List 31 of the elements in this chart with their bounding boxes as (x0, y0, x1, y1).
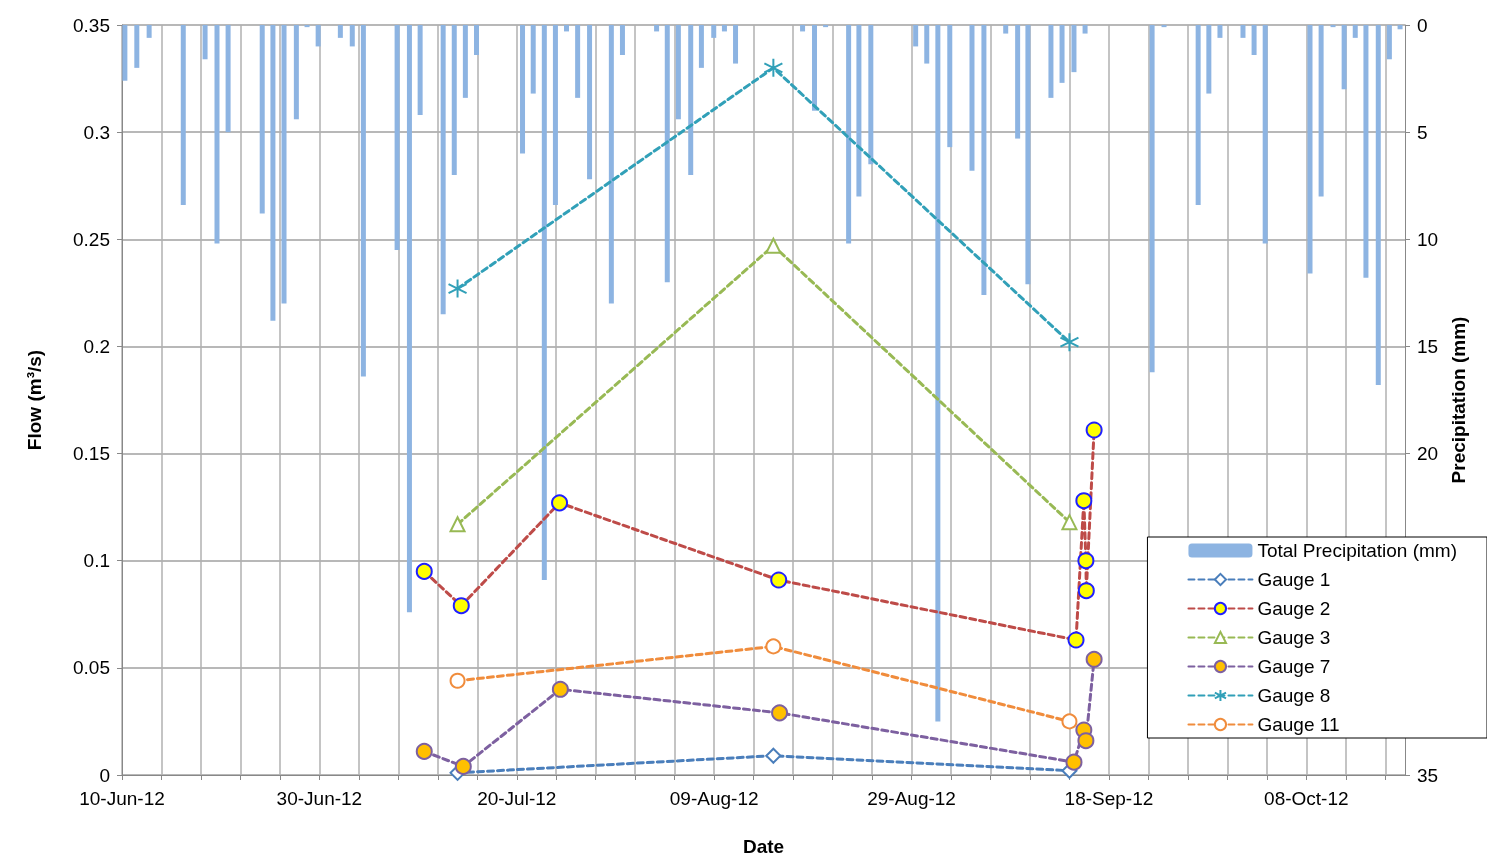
y2-tick-label: 15 (1417, 335, 1439, 357)
y-tick-label: 0 (99, 764, 110, 786)
y2-tick-label: 5 (1417, 121, 1428, 143)
x-tick-label: 08-Oct-12 (1264, 788, 1349, 809)
y-tick-label: 0.3 (83, 121, 110, 143)
y-tick-label: 0.25 (73, 228, 110, 250)
y2-tick-label: 20 (1417, 443, 1439, 465)
legend-label: Gauge 7 (1257, 656, 1331, 677)
legend-label: Gauge 11 (1257, 714, 1340, 735)
x-tick-label: 30-Jun-12 (276, 788, 363, 809)
y-axis-title: Flow (m³/s) (24, 349, 45, 451)
y-tick-label: 0.05 (73, 657, 110, 679)
y2-tick-label: 10 (1417, 228, 1439, 250)
x-tick-label: 09-Aug-12 (669, 788, 759, 809)
y2-tick-label: 0 (1417, 14, 1428, 36)
legend-label: Total Precipitation (mm) (1257, 540, 1458, 561)
y2-axis-title: Precipitation (mm) (1448, 316, 1470, 484)
y-tick-label: 0.35 (73, 14, 110, 36)
x-tick-label: 10-Jun-12 (79, 788, 165, 809)
legend-label: Gauge 1 (1257, 569, 1331, 590)
x-tick-label: 29-Aug-12 (867, 788, 956, 809)
x-tick-label: 20-Jul-12 (477, 788, 557, 809)
x-axis-title: Date (742, 836, 785, 857)
y-tick-label: 0.2 (83, 335, 110, 357)
y-tick-label: 0.1 (83, 550, 110, 572)
legend-label: Gauge 8 (1257, 685, 1331, 706)
y2-tick-label: 35 (1417, 764, 1439, 786)
x-tick-label: 18-Sep-12 (1064, 788, 1154, 809)
y-tick-label: 0.15 (73, 443, 110, 465)
legend-label: Gauge 3 (1257, 627, 1331, 648)
legend-label: Gauge 2 (1257, 598, 1331, 619)
